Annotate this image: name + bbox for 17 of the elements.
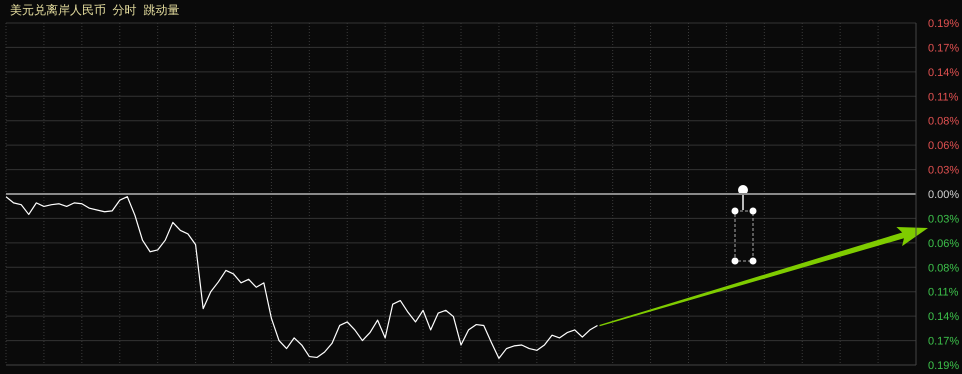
y-tick-label: 0.08% [928, 262, 960, 274]
line-series [6, 196, 598, 359]
y-tick-label: 0.06% [928, 238, 960, 250]
y-tick-label: 0.14% [928, 66, 960, 79]
y-tick-label: 0.11% [928, 91, 959, 104]
y-tick-label: 0.19% [928, 18, 960, 30]
y-tick-label: 0.03% [928, 164, 960, 177]
y-tick-label: 0.11% [928, 286, 959, 299]
y-tick-label: 0.03% [928, 213, 960, 226]
y-tick-label: 0.06% [928, 140, 960, 152]
y-tick-label: 0.17% [928, 336, 960, 348]
chart-title: 美元兑离岸人民币 分时 跳动量 [10, 2, 180, 19]
y-tick-label: 0.19% [928, 360, 960, 372]
y-tick-label: 0.17% [928, 42, 960, 54]
y-tick-label: 0.00% [928, 189, 960, 201]
y-tick-label: 0.08% [928, 116, 960, 128]
y-tick-label: 0.14% [928, 311, 960, 324]
